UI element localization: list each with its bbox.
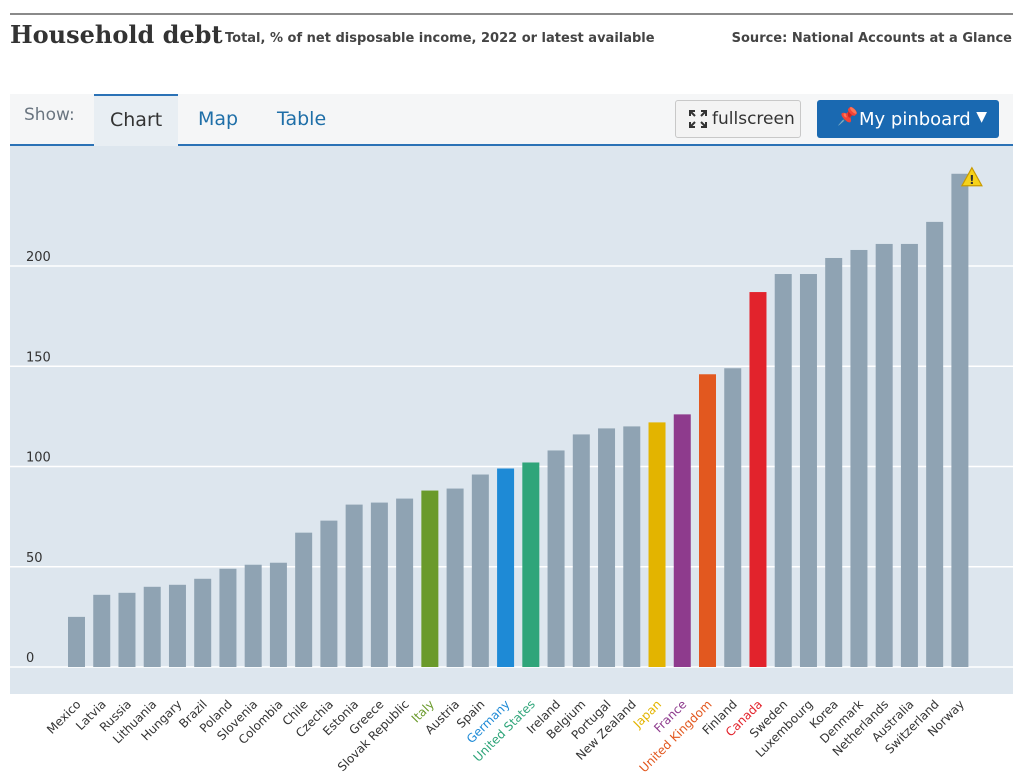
fullscreen-button[interactable]: fullscreen (675, 100, 801, 138)
y-tick-label: 50 (26, 551, 43, 566)
bar (900, 243, 918, 667)
bar (396, 498, 414, 667)
fullscreen-label: fullscreen (712, 109, 795, 129)
bar (68, 616, 85, 667)
bar (522, 462, 540, 667)
bar (320, 520, 338, 667)
bar (93, 594, 111, 667)
bar (244, 564, 262, 667)
bar (875, 243, 893, 667)
pinboard-button[interactable]: 📌 My pinboard ▼ (817, 100, 999, 138)
bar (497, 468, 515, 667)
bar (421, 490, 439, 667)
caret-down-icon: ▼ (976, 109, 987, 125)
bar (194, 578, 212, 667)
bar (825, 257, 843, 667)
bar (799, 274, 817, 667)
bar (623, 426, 641, 667)
source-text: Source: National Accounts at a Glance (731, 31, 1012, 46)
x-tick-label: Mexico (44, 697, 84, 737)
tab-chart[interactable]: Chart (94, 94, 179, 146)
bar (699, 374, 716, 667)
bar (850, 249, 868, 667)
top-rule (10, 13, 1013, 15)
bar (295, 532, 313, 667)
bar (648, 422, 666, 667)
bar (673, 414, 691, 667)
bar (572, 434, 590, 667)
bar (749, 292, 767, 667)
bar (118, 592, 136, 667)
page-title: Household debt (10, 20, 223, 49)
warning-icon-mark: ! (969, 173, 974, 187)
warning-icon (960, 166, 983, 187)
y-tick-label: 200 (26, 250, 51, 265)
bar (219, 568, 237, 667)
pinboard-label: My pinboard (859, 109, 971, 130)
show-label: Show: (24, 105, 75, 125)
bar (269, 562, 287, 667)
bar (547, 450, 565, 667)
toolbar: Show: Chart Map Table fullscreen 📌 My pi… (10, 94, 1013, 146)
bar (471, 474, 489, 667)
bar (774, 274, 792, 667)
subtitle: Total, % of net disposable income, 2022 … (225, 31, 655, 46)
expand-icon (689, 110, 707, 128)
bar (926, 221, 944, 667)
bar (951, 173, 969, 667)
y-tick-label: 100 (26, 451, 51, 466)
tab-map[interactable]: Map (198, 108, 239, 130)
tab-table[interactable]: Table (277, 108, 327, 130)
bar (345, 504, 363, 667)
pin-icon: 📌 (837, 107, 859, 127)
bar (724, 368, 742, 667)
y-tick-label: 0 (26, 651, 34, 666)
bar (446, 488, 464, 667)
y-tick-label: 150 (26, 350, 51, 365)
bar (143, 586, 161, 667)
bar (370, 502, 388, 667)
bar (598, 428, 616, 667)
bar (168, 584, 186, 667)
